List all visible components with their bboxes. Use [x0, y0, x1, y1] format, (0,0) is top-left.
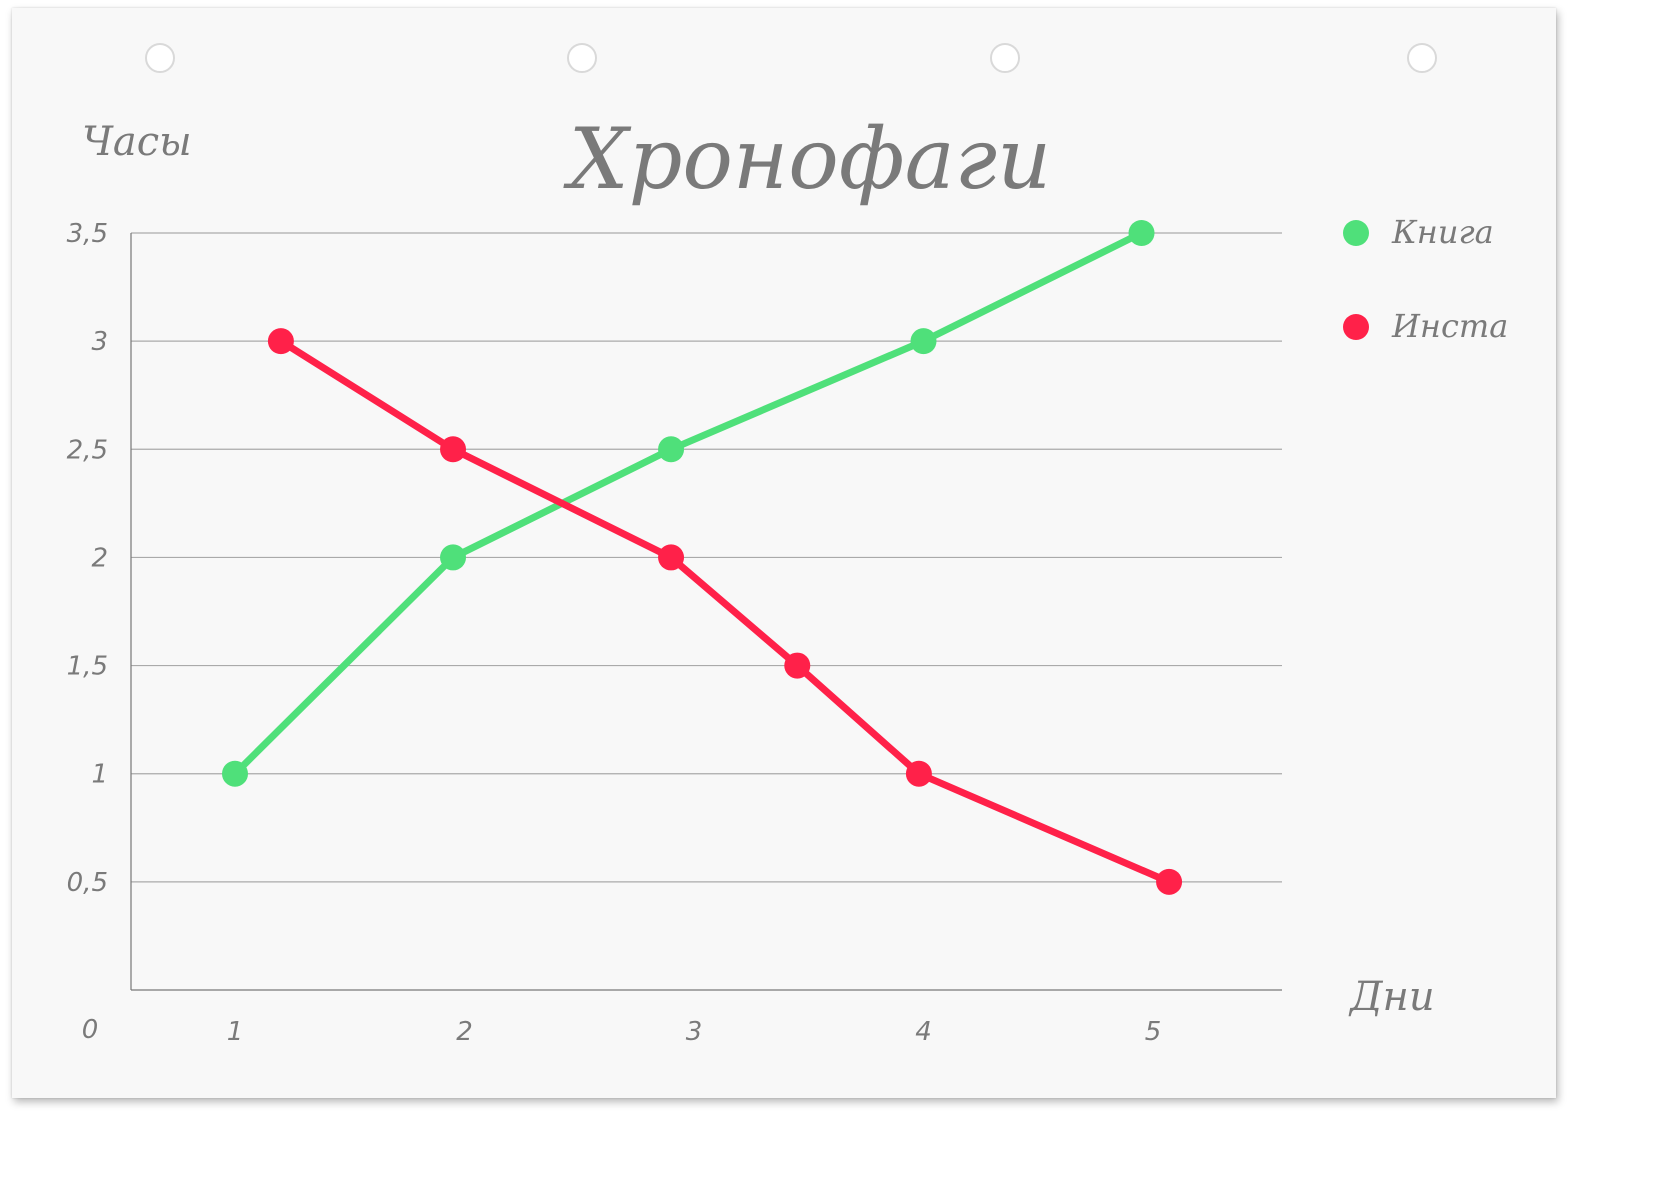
series-Книга [222, 220, 1155, 787]
paper-sheet [12, 8, 1556, 1098]
x-tick-label: 5 [1145, 1017, 1162, 1047]
binder-hole [145, 43, 175, 73]
data-point [910, 328, 937, 355]
binder-hole [1407, 43, 1437, 73]
data-point [1156, 868, 1183, 895]
y-tick-label: 1,5 [67, 652, 108, 682]
axes [130, 233, 1282, 991]
y-tick-label: 0,5 [67, 868, 108, 898]
line-chart: Хронофаги Часы Дни 0 0,5 1 1,5 2 2,5 3 3,5 1 2 3 4… [67, 43, 1508, 1047]
binder-hole [567, 43, 597, 73]
legend-marker [1343, 314, 1369, 340]
x-axis-label: Дни [1348, 974, 1435, 1020]
x-tick-label: 4 [915, 1017, 932, 1047]
x-tick-labels: 1 2 3 4 5 [227, 1017, 1162, 1047]
series-Инста [267, 328, 1183, 895]
y-tick-label: 1 [91, 760, 108, 790]
binder-holes [145, 43, 1437, 73]
y-tick-label: 3,5 [67, 219, 108, 249]
y-tick-label: 2 [91, 543, 108, 573]
x-tick-label: 1 [227, 1017, 244, 1047]
data-point [784, 652, 811, 679]
data-point [222, 760, 248, 787]
y-tick-label: 3 [91, 327, 108, 357]
legend-label: Книга [1391, 213, 1494, 251]
series-line [231, 229, 1146, 778]
data-point [267, 328, 294, 355]
x-tick-label: 3 [686, 1017, 703, 1047]
legend: Книга Инста [1343, 213, 1508, 345]
legend-marker [1343, 220, 1369, 246]
data-point [440, 436, 467, 463]
chart-title: Хронофаги [563, 110, 1051, 208]
data-point [440, 544, 467, 571]
y-tick-label: 0 [82, 1015, 99, 1045]
data-point [1128, 220, 1155, 246]
data-point [658, 544, 685, 571]
series [222, 220, 1183, 895]
data-point [905, 760, 932, 787]
y-axis-label: Часы [82, 119, 192, 165]
legend-label: Инста [1391, 307, 1508, 345]
binder-hole [990, 43, 1020, 73]
series-line [277, 337, 1173, 886]
y-tick-label: 2,5 [67, 435, 108, 465]
x-tick-label: 2 [456, 1017, 473, 1047]
grid [131, 232, 1282, 883]
y-tick-labels: 0 0,5 1 1,5 2 2,5 3 3,5 [67, 219, 108, 1045]
data-point [658, 436, 685, 463]
